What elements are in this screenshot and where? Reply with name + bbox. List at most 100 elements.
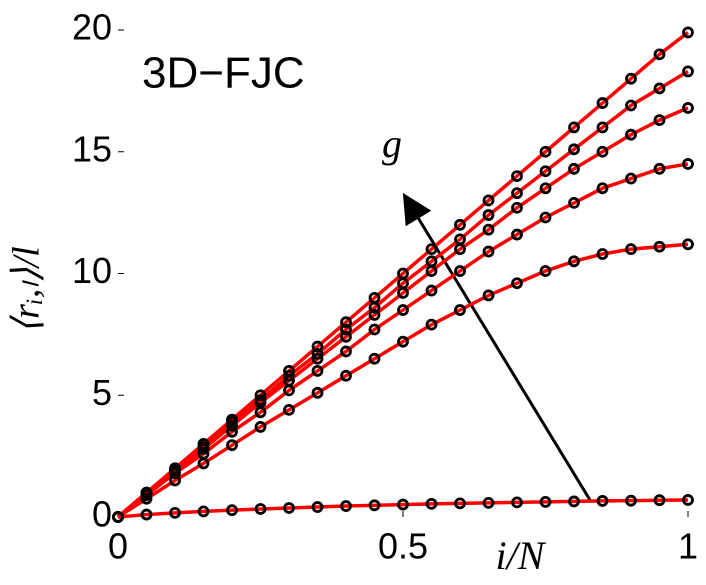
marker bbox=[653, 48, 666, 61]
marker bbox=[539, 182, 552, 195]
marker bbox=[454, 243, 466, 256]
annotation: g bbox=[382, 121, 402, 166]
marker bbox=[425, 265, 438, 277]
marker bbox=[311, 364, 324, 377]
marker bbox=[340, 323, 352, 336]
marker bbox=[511, 170, 523, 183]
marker bbox=[568, 196, 580, 209]
marker bbox=[454, 304, 466, 316]
marker bbox=[596, 248, 609, 260]
marker bbox=[425, 497, 438, 510]
marker bbox=[311, 347, 324, 360]
marker bbox=[368, 301, 381, 314]
marker bbox=[169, 474, 181, 487]
marker bbox=[511, 277, 523, 290]
marker bbox=[311, 501, 324, 513]
marker bbox=[625, 172, 637, 185]
marker bbox=[425, 243, 438, 256]
marker bbox=[226, 425, 238, 438]
marker bbox=[682, 65, 694, 78]
marker bbox=[682, 26, 694, 39]
marker bbox=[254, 389, 267, 402]
marker bbox=[653, 162, 666, 175]
marker bbox=[482, 194, 495, 207]
marker bbox=[568, 495, 580, 508]
marker bbox=[112, 511, 124, 523]
marker bbox=[539, 165, 552, 178]
series-line bbox=[116, 162, 689, 519]
marker bbox=[682, 158, 694, 170]
marker bbox=[511, 201, 523, 214]
marker bbox=[625, 243, 637, 256]
marker bbox=[283, 403, 295, 416]
marker bbox=[625, 128, 637, 141]
marker bbox=[169, 506, 181, 519]
marker bbox=[482, 223, 495, 236]
marker bbox=[454, 497, 466, 510]
marker bbox=[596, 495, 609, 507]
y-tick-label: 5 bbox=[92, 372, 112, 413]
series-line bbox=[116, 69, 689, 519]
marker bbox=[197, 505, 210, 518]
marker bbox=[368, 352, 381, 365]
marker bbox=[311, 386, 324, 399]
marker bbox=[653, 82, 666, 95]
marker bbox=[625, 99, 637, 112]
marker bbox=[454, 265, 466, 277]
marker bbox=[596, 121, 609, 134]
marker bbox=[254, 406, 267, 419]
marker bbox=[340, 316, 352, 329]
marker bbox=[482, 496, 495, 509]
marker bbox=[596, 182, 609, 195]
marker bbox=[568, 162, 580, 175]
marker bbox=[482, 289, 495, 302]
x-tick-label: 0 bbox=[108, 526, 128, 567]
marker bbox=[340, 345, 352, 358]
arrow bbox=[402, 192, 592, 501]
marker bbox=[568, 121, 580, 134]
x-tick-label: 0.5 bbox=[378, 526, 428, 567]
marker bbox=[539, 496, 552, 508]
marker bbox=[482, 209, 495, 221]
marker bbox=[311, 352, 324, 365]
marker bbox=[653, 114, 666, 126]
marker bbox=[226, 439, 238, 452]
marker bbox=[397, 304, 409, 316]
marker bbox=[596, 97, 609, 109]
annotation: 3D−FJC bbox=[142, 49, 305, 98]
marker bbox=[682, 238, 694, 251]
marker bbox=[340, 500, 352, 512]
marker bbox=[283, 384, 295, 397]
y-tick-label: 0 bbox=[92, 494, 112, 535]
marker bbox=[368, 323, 381, 336]
marker bbox=[511, 228, 523, 241]
marker bbox=[568, 255, 580, 268]
marker bbox=[254, 421, 267, 433]
marker bbox=[568, 143, 580, 156]
series-line bbox=[117, 498, 689, 519]
marker bbox=[368, 499, 381, 512]
series-line bbox=[116, 106, 689, 519]
marker bbox=[283, 369, 295, 382]
marker bbox=[653, 494, 666, 507]
marker bbox=[397, 335, 409, 348]
marker bbox=[254, 503, 267, 515]
x-tick-label: 1 bbox=[678, 526, 698, 567]
marker bbox=[140, 508, 153, 521]
marker bbox=[368, 308, 381, 321]
marker bbox=[682, 102, 694, 114]
marker bbox=[454, 218, 466, 231]
marker bbox=[340, 330, 352, 343]
y-tick-label: 10 bbox=[72, 250, 112, 291]
marker bbox=[511, 496, 523, 509]
marker bbox=[283, 502, 295, 514]
y-tick-label: 15 bbox=[72, 128, 112, 169]
marker bbox=[226, 504, 238, 517]
marker bbox=[169, 467, 181, 480]
marker bbox=[511, 187, 523, 200]
marker bbox=[482, 245, 495, 258]
marker bbox=[340, 369, 352, 382]
series-line bbox=[116, 31, 690, 519]
marker bbox=[682, 494, 694, 506]
